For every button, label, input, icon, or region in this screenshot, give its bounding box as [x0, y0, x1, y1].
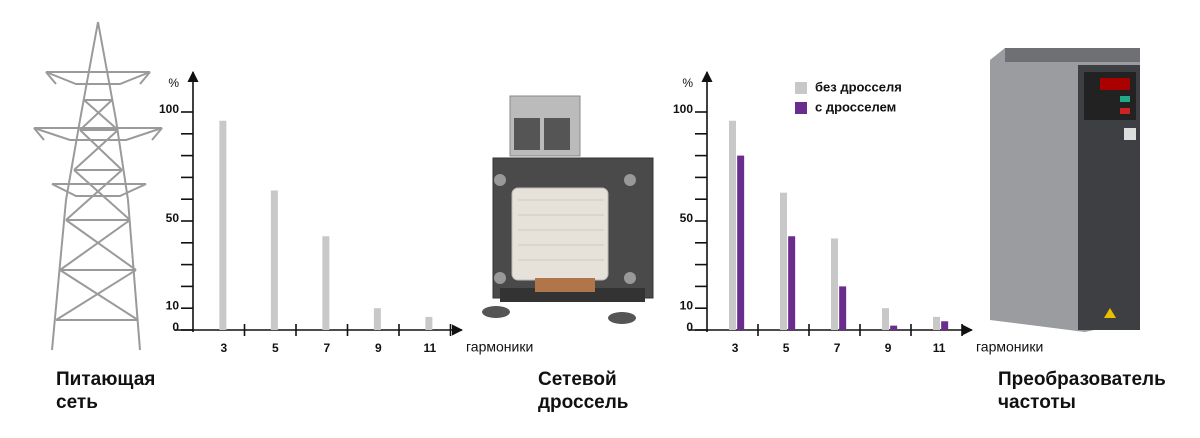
- y-tick-label: 10: [680, 298, 694, 312]
- inverter-image: [990, 48, 1140, 332]
- bar: [780, 192, 787, 330]
- legend-label: без дросселя: [815, 79, 902, 94]
- x-tick-label: 5: [783, 341, 790, 355]
- bar: [373, 308, 381, 330]
- bar: [933, 316, 940, 330]
- legend-label: с дросселем: [815, 99, 896, 114]
- y-tick-label: 50: [680, 211, 694, 225]
- caption: сеть: [56, 392, 98, 413]
- bar: [890, 325, 898, 330]
- x-tick-label: 3: [221, 341, 228, 355]
- bar: [882, 308, 889, 330]
- bar: [839, 286, 847, 330]
- bar: [425, 316, 433, 330]
- y-tick-label: 100: [673, 102, 693, 116]
- y-axis-label: %: [168, 76, 179, 90]
- caption: дроссель: [538, 392, 628, 413]
- x-tick-label: 11: [424, 341, 437, 355]
- power-tower-image: [33, 21, 163, 351]
- y-axis-label: %: [682, 76, 693, 90]
- bar: [737, 155, 745, 330]
- bar: [729, 120, 736, 330]
- x-tick-label: 5: [272, 341, 279, 355]
- bar: [788, 236, 796, 330]
- caption: Преобразователь: [998, 369, 1166, 390]
- y-tick-label: 100: [159, 102, 179, 116]
- y-tick-label: 0: [686, 320, 693, 334]
- legend-swatch: [795, 82, 807, 94]
- bar: [219, 120, 227, 330]
- legend-swatch: [795, 102, 807, 114]
- choke-image: [482, 95, 654, 324]
- x-tick-label: 7: [324, 341, 331, 355]
- caption: частоты: [998, 392, 1076, 413]
- x-tick-label: 11: [933, 341, 946, 355]
- x-axis-label: гармоники: [976, 339, 1043, 355]
- x-tick-label: 9: [885, 341, 892, 355]
- y-tick-label: 0: [172, 320, 179, 334]
- caption: Сетевой: [538, 369, 617, 390]
- x-tick-label: 3: [732, 341, 739, 355]
- bar: [322, 236, 330, 330]
- y-tick-label: 10: [166, 298, 180, 312]
- caption: Питающая: [56, 369, 155, 390]
- bar: [270, 190, 278, 330]
- bar: [831, 238, 838, 330]
- x-axis-label: гармоники: [466, 339, 533, 355]
- y-tick-label: 50: [166, 211, 180, 225]
- bar: [941, 321, 949, 330]
- x-tick-label: 7: [834, 341, 841, 355]
- x-tick-label: 9: [375, 341, 382, 355]
